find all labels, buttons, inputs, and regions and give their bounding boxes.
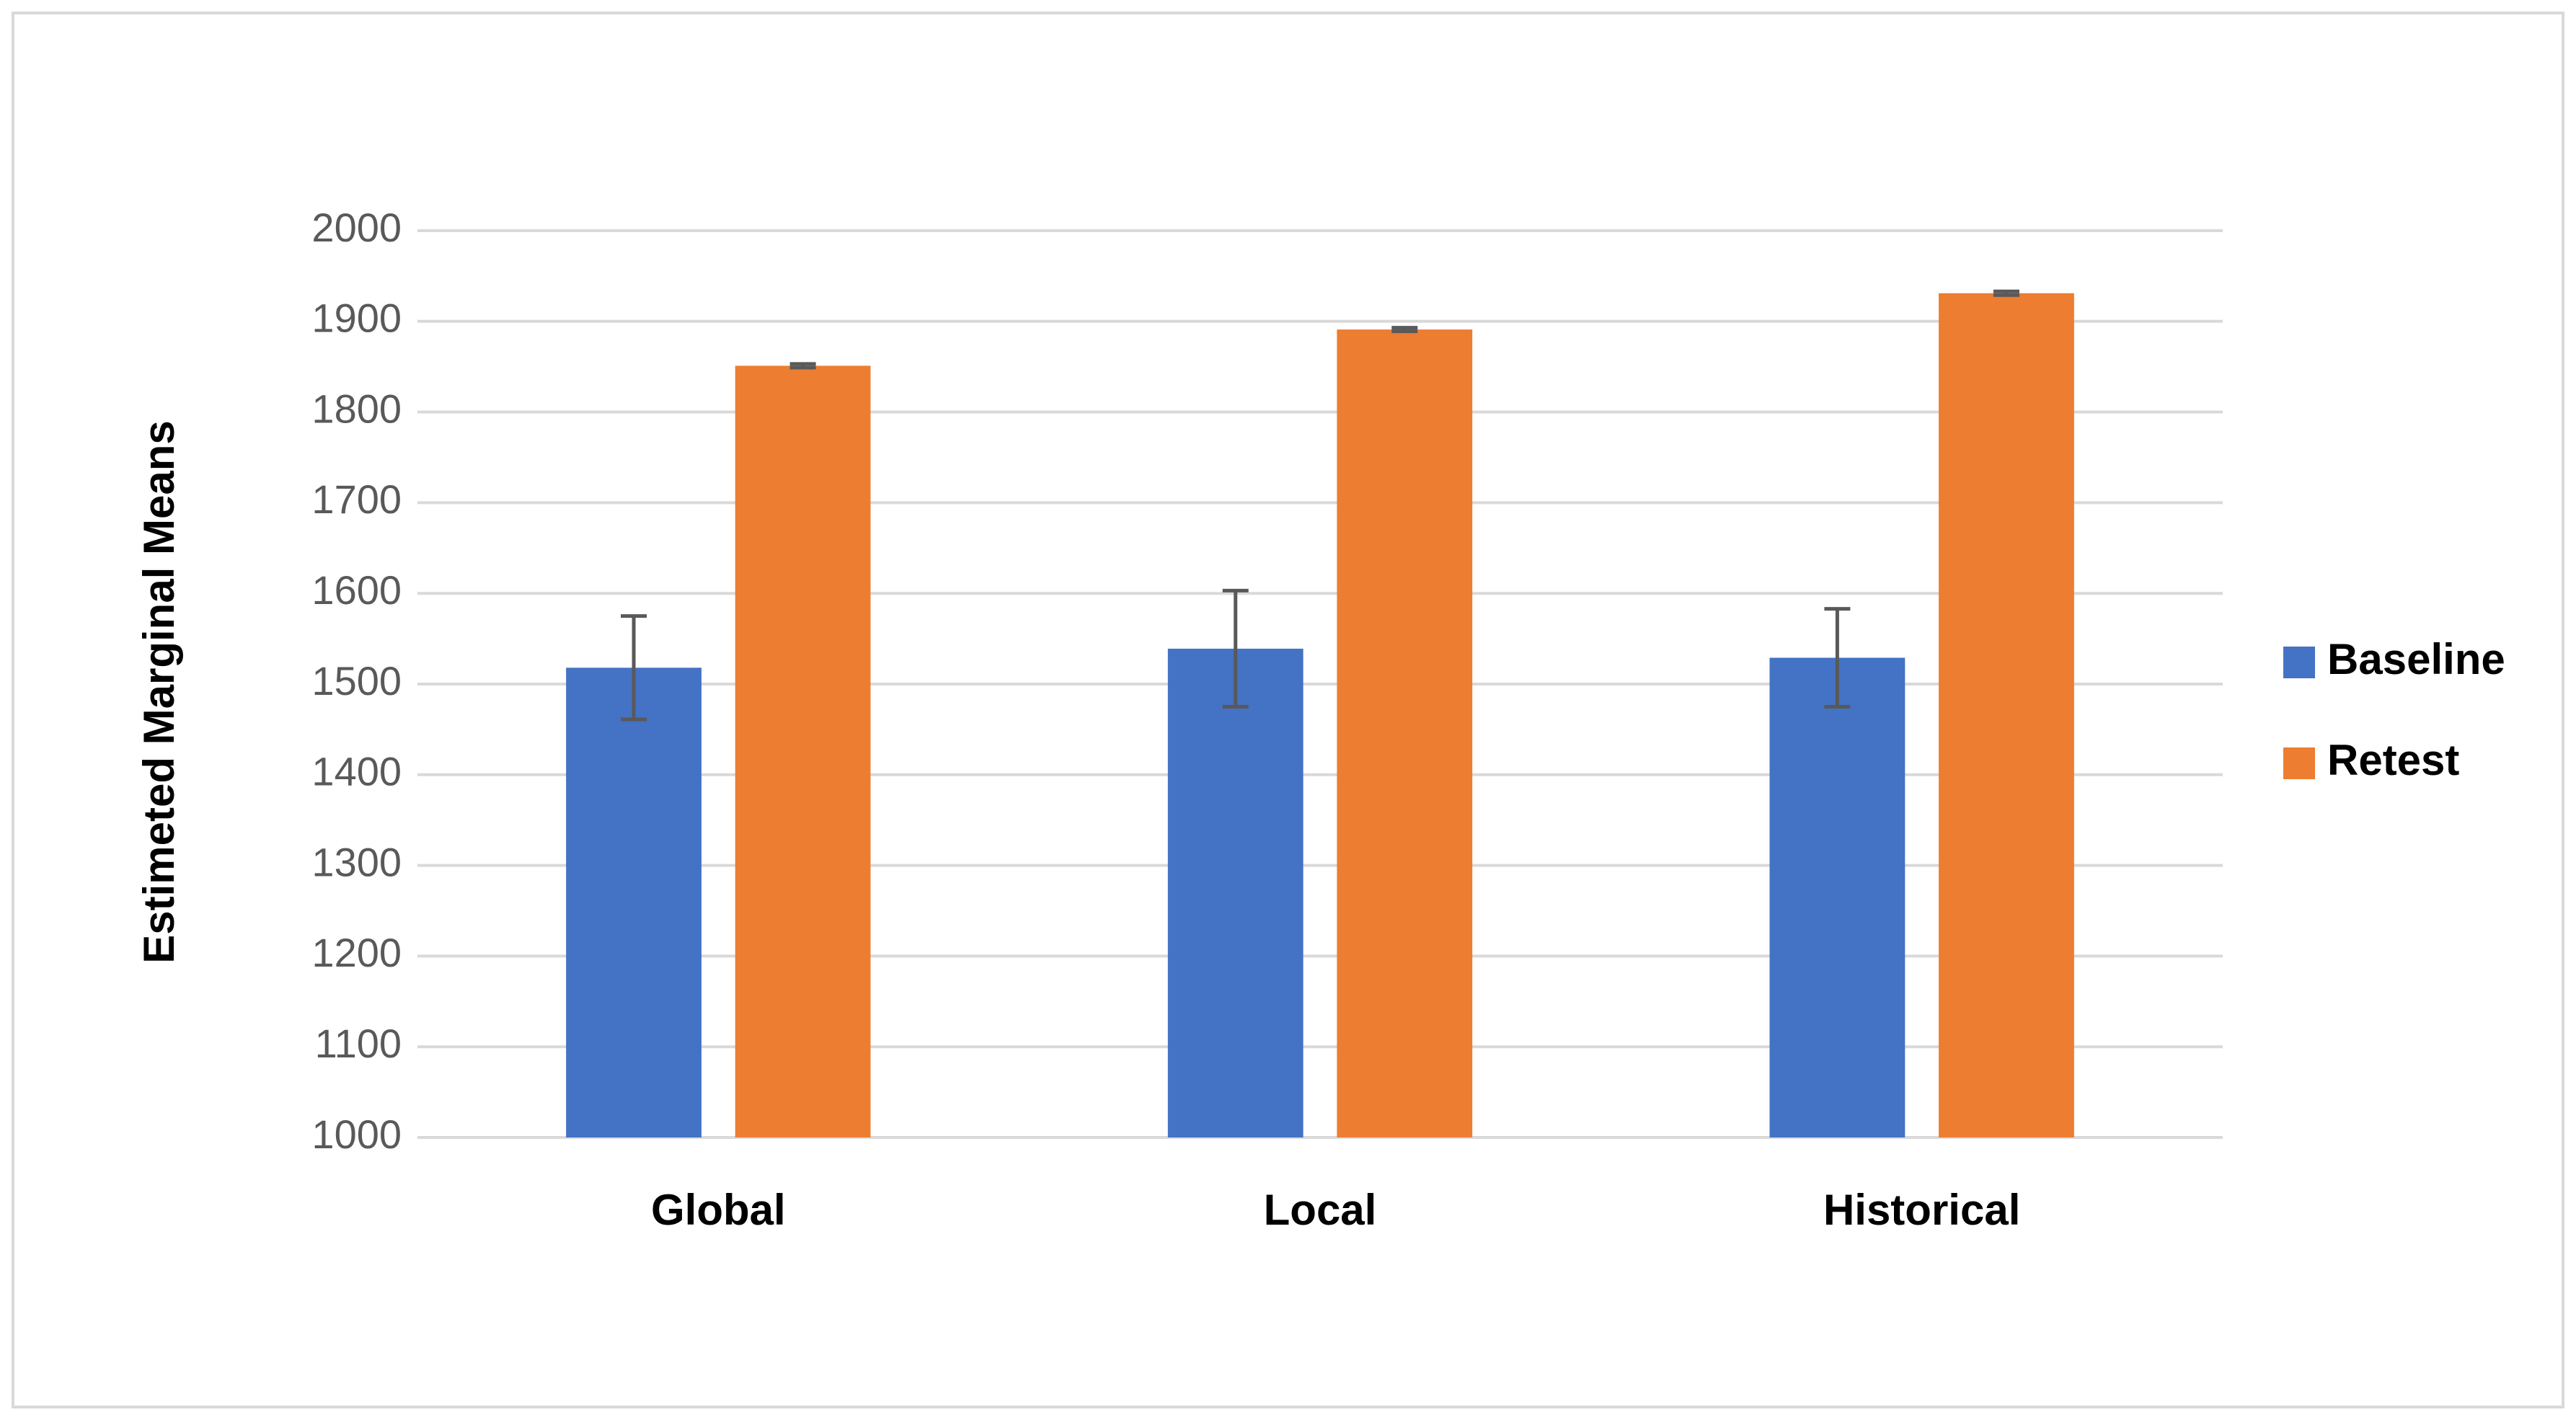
bar <box>1337 329 1473 1137</box>
y-tick-label: 1900 <box>311 296 402 341</box>
y-tick-label: 1000 <box>311 1111 402 1157</box>
x-tick-label: Historical <box>1823 1186 2020 1234</box>
y-tick-label: 1200 <box>311 930 402 975</box>
y-axis-label: Estimeted Marginal Means <box>135 420 183 964</box>
y-tick-label: 1700 <box>311 476 402 522</box>
bar <box>1939 293 2074 1137</box>
bar <box>1769 657 1906 1137</box>
y-tick-label: 2000 <box>311 205 402 250</box>
legend-label: Baseline <box>2327 635 2505 683</box>
x-tick-label: Global <box>651 1186 786 1234</box>
legend-label: Retest <box>2327 736 2459 784</box>
legend-swatch <box>2283 647 2315 678</box>
y-tick-label: 1800 <box>311 386 402 431</box>
bar <box>735 365 871 1137</box>
y-tick-label: 1500 <box>311 658 402 704</box>
y-tick-label: 1400 <box>311 749 402 794</box>
y-tick-label: 1300 <box>311 839 402 884</box>
bar <box>566 667 701 1137</box>
bar <box>1167 648 1304 1137</box>
y-tick-label: 1600 <box>311 567 402 613</box>
y-tick-label: 1100 <box>315 1021 402 1066</box>
x-tick-label: Local <box>1264 1186 1377 1234</box>
legend-swatch <box>2283 747 2315 779</box>
